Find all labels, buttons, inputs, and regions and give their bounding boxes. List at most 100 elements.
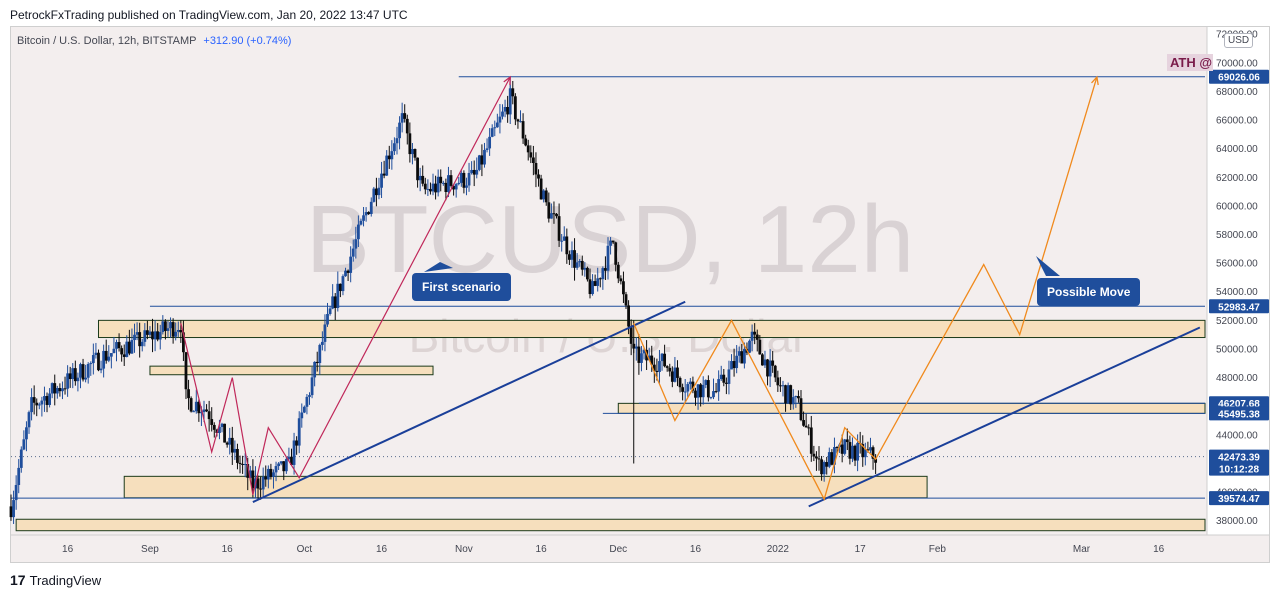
possible-move-path[interactable]	[633, 76, 1098, 501]
candle-body	[135, 332, 139, 335]
candle-body	[604, 268, 607, 271]
candle-body	[14, 485, 18, 501]
candle-body	[277, 463, 281, 467]
candle-body	[138, 332, 142, 347]
candle-body	[398, 122, 401, 139]
candle-body	[699, 384, 703, 398]
watermark-ticker: BTCUSD, 12h	[306, 186, 914, 293]
candle-body	[575, 262, 579, 268]
candle-body	[830, 452, 834, 465]
candle-body	[544, 190, 548, 203]
price-tick-label: 50000.00	[1216, 344, 1258, 355]
candle-body	[300, 412, 304, 419]
candle-body	[55, 388, 59, 394]
candle-body	[122, 354, 126, 357]
candle-body	[637, 346, 641, 363]
candle-body	[171, 322, 175, 337]
support-resistance-zone[interactable]	[149, 365, 434, 376]
candle-body	[686, 384, 690, 392]
candle-body	[459, 172, 463, 183]
candle-body	[843, 439, 847, 454]
time-tick-label: Sep	[141, 544, 159, 555]
candle-body	[354, 239, 358, 249]
tradingview-logo[interactable]: 17 TradingView	[10, 572, 101, 588]
possible-move-callout[interactable]: Possible Move	[1037, 278, 1141, 306]
time-tick-label: Dec	[609, 544, 627, 555]
candle-body	[521, 121, 525, 139]
candle-body	[35, 402, 39, 406]
candle-body	[833, 447, 836, 465]
candle-body	[727, 369, 731, 384]
candle-body	[320, 341, 324, 345]
price-tag[interactable]	[1209, 299, 1269, 314]
candle-body	[387, 155, 391, 160]
candle-body	[758, 339, 762, 355]
candle-body	[776, 377, 780, 386]
candle-body	[549, 213, 553, 219]
candle-body	[290, 456, 293, 465]
candle-body	[259, 488, 263, 490]
candle-body	[282, 461, 286, 472]
candle-body	[302, 406, 306, 413]
candle-body	[125, 341, 129, 357]
price-tag[interactable]	[1209, 449, 1269, 476]
first-scenario-path[interactable]	[180, 76, 511, 496]
support-resistance-zone[interactable]	[617, 402, 1206, 414]
candle-body	[485, 148, 489, 150]
candle-body	[709, 397, 713, 399]
ath-label: ATH @	[1167, 54, 1213, 71]
candle-body	[187, 389, 190, 399]
candle-body	[588, 279, 592, 295]
candle-body	[393, 143, 396, 152]
candle-body	[143, 330, 147, 342]
candle-body	[786, 385, 790, 404]
candle-body	[730, 361, 733, 370]
candle-body	[647, 355, 651, 361]
candle-body	[266, 468, 270, 480]
candle-body	[712, 391, 715, 398]
candle-body	[156, 331, 160, 340]
price-tag[interactable]	[1209, 69, 1269, 84]
candle-body	[429, 188, 432, 192]
trendline[interactable]	[808, 326, 1201, 508]
candle-body	[375, 188, 378, 196]
candle-body	[760, 354, 764, 366]
price-tick-label: 62000.00	[1216, 173, 1258, 184]
candle-body	[367, 212, 371, 214]
price-tag-label: 69026.06	[1218, 73, 1260, 84]
candle-body	[856, 442, 860, 461]
candle-body	[820, 459, 823, 475]
candle-body	[395, 138, 399, 144]
price-tick-label: 44000.00	[1216, 430, 1258, 441]
candle-body	[694, 390, 697, 398]
candle-body	[89, 363, 93, 365]
currency-button[interactable]: USD	[1224, 33, 1254, 48]
price-tick-label: 56000.00	[1216, 259, 1258, 270]
candle-body	[619, 278, 623, 282]
candle-body	[634, 346, 638, 349]
time-tick-label: 16	[62, 544, 74, 555]
time-tick-label: Oct	[297, 544, 313, 555]
price-tick-label: 52000.00	[1216, 316, 1258, 327]
time-tick-label: 16	[690, 544, 702, 555]
price-tag-label: 45495.38	[1218, 409, 1260, 420]
price-tag[interactable]	[1209, 406, 1269, 421]
trendline[interactable]	[252, 300, 686, 503]
price-tag[interactable]	[1209, 491, 1269, 506]
support-resistance-zone[interactable]	[97, 319, 1206, 339]
support-resistance-zone[interactable]	[123, 475, 928, 499]
candle-body	[66, 373, 70, 389]
candle-body	[807, 427, 811, 429]
candle-body	[871, 447, 875, 459]
candle-body	[318, 344, 322, 364]
candle-body	[145, 330, 149, 335]
candle-body	[827, 452, 831, 467]
price-tag-label: 42473.39	[1218, 453, 1260, 464]
support-resistance-zone[interactable]	[15, 518, 1206, 532]
countdown-label: 10:12:28	[1219, 465, 1259, 476]
candle-body	[436, 176, 440, 193]
price-tick-label: 58000.00	[1216, 230, 1258, 241]
candle-body	[799, 398, 803, 421]
first-scenario-callout[interactable]: First scenario	[412, 273, 511, 301]
